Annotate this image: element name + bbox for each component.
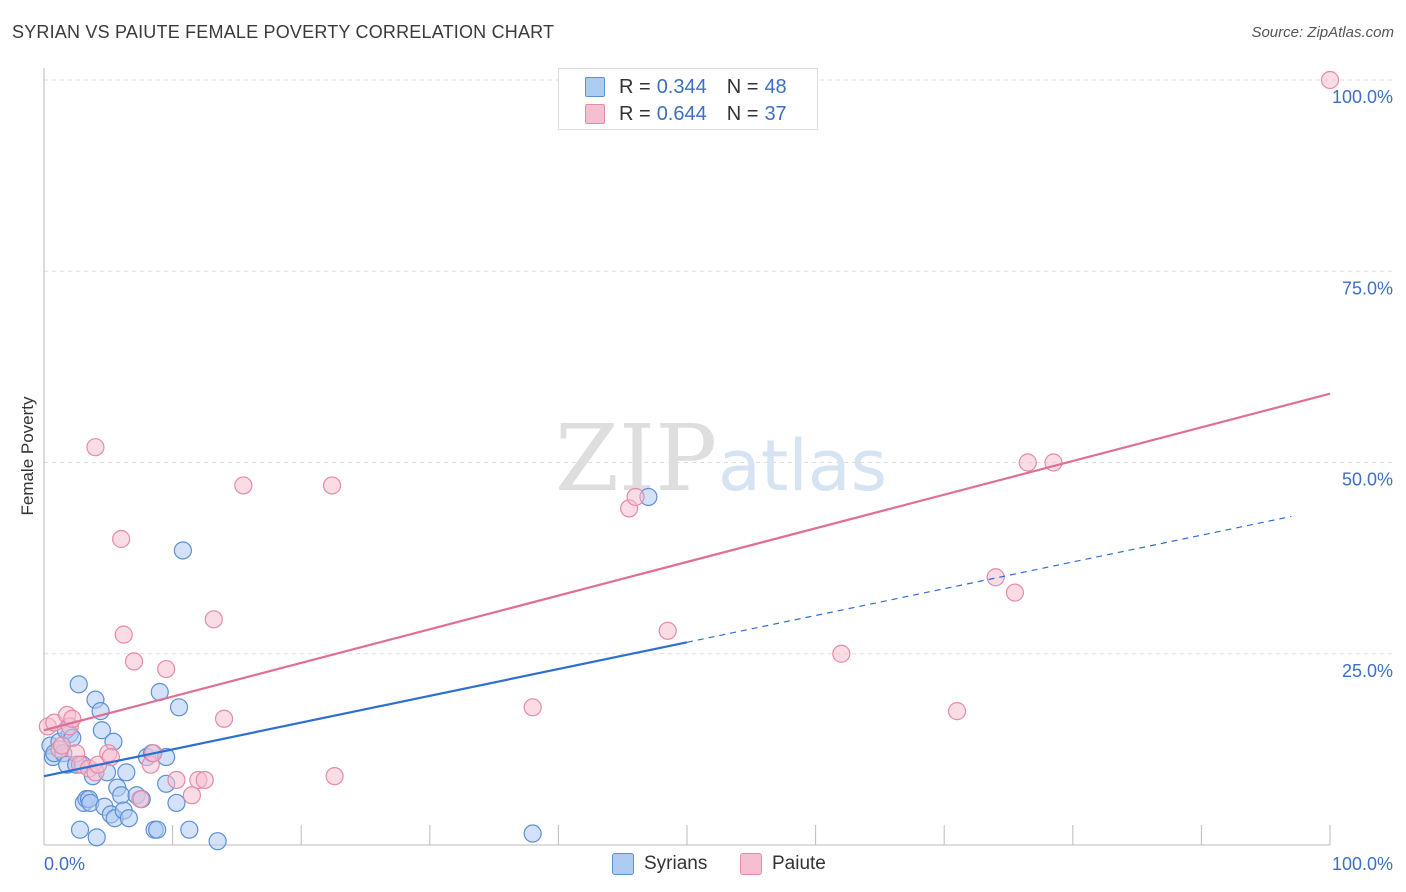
paiute-point-29: [325, 767, 344, 786]
paiute-r-value: 0.644: [656, 102, 707, 125]
data-points: [38, 70, 1340, 851]
watermark-atlas: atlas: [718, 425, 887, 507]
syrians-n-label: N =: [726, 75, 759, 98]
syrians-r-value: 0.344: [656, 75, 707, 98]
grid-lines: [44, 79, 1395, 655]
syrians-point-44: [180, 820, 199, 839]
paiute-point-15: [114, 625, 133, 644]
paiute-point-3: [52, 736, 72, 755]
syrians-swatch: [585, 77, 605, 97]
paiute-point-24: [195, 770, 214, 790]
paiute-point-41: [86, 438, 105, 457]
y-tick-label-50: 50.0%: [1342, 470, 1393, 490]
paiute-point-21: [167, 770, 186, 790]
source-label: Source: ZipAtlas.com: [1251, 24, 1394, 41]
y-tick-label-25: 25.0%: [1342, 661, 1393, 681]
paiute-legend-label: Paiute: [772, 853, 826, 874]
syrians-point-31: [119, 809, 138, 828]
syrians-point-41: [167, 793, 186, 813]
syrians-point-30: [117, 763, 136, 782]
paiute-point-28: [322, 476, 342, 495]
y-tick-label-75: 75.0%: [1342, 278, 1393, 298]
tick-labels: 25.0% 50.0% 75.0% 100.0% 0.0% 100.0%: [44, 87, 1393, 874]
axes: [43, 68, 1331, 846]
syrians-point-10: [69, 675, 88, 694]
legend-row-syrians: R = 0.344 N = 48: [585, 75, 787, 99]
paiute-n-value: 37: [764, 102, 787, 125]
syrians-legend-label: Syrians: [644, 853, 708, 874]
paiute-n-label: N =: [726, 102, 759, 125]
legend-row-paiute: R = 0.644 N = 37: [585, 102, 787, 126]
paiute-point-33: [658, 621, 677, 640]
paiute-point-14: [112, 529, 131, 549]
y-tick-label-100: 100.0%: [1332, 87, 1393, 107]
paiute-trend-line: [43, 392, 1331, 732]
paiute-point-30: [523, 698, 542, 717]
paiute-point-32: [626, 487, 645, 507]
syrians-point-21: [92, 721, 111, 740]
paiute-point-36: [986, 568, 1005, 587]
paiute-legend-swatch: [740, 853, 762, 875]
paiute-point-35: [947, 702, 967, 721]
syrians-point-19: [87, 828, 106, 847]
syrians-r-label: R =: [619, 75, 651, 98]
syrians-point-11: [70, 820, 90, 839]
syrians-point-37: [148, 820, 167, 839]
x-tick-label-0: 0.0%: [44, 854, 85, 874]
paiute-swatch: [585, 104, 605, 124]
bottom-legend-syrians: Syrians: [612, 852, 707, 876]
paiute-point-37: [1005, 583, 1025, 602]
paiute-point-38: [1018, 453, 1037, 472]
syrians-trend-extension: [686, 515, 1292, 643]
paiute-point-25: [204, 610, 223, 629]
paiute-point-22: [182, 786, 201, 805]
paiute-point-26: [214, 709, 234, 728]
correlation-legend: R = 0.344 N = 48 R = 0.644 N = 37: [558, 68, 818, 130]
bottom-legend-paiute: Paiute: [740, 852, 826, 876]
syrians-point-42: [169, 698, 189, 717]
syrians-point-43: [173, 541, 192, 560]
syrians-point-45: [208, 832, 227, 851]
paiute-point-40: [1320, 70, 1340, 90]
paiute-point-20: [157, 659, 176, 679]
paiute-r-label: R =: [619, 102, 651, 125]
watermark: ZIP atlas: [555, 405, 887, 512]
syrians-n-value: 48: [764, 75, 787, 98]
paiute-point-16: [124, 652, 144, 671]
syrians-trend-line: [43, 641, 688, 778]
syrians-legend-swatch: [612, 853, 634, 875]
paiute-point-34: [832, 644, 851, 663]
paiute-point-17: [131, 789, 150, 809]
paiute-point-27: [234, 476, 253, 495]
x-tick-label-100: 100.0%: [1332, 854, 1393, 874]
trend-lines: [43, 392, 1331, 778]
syrians-point-28: [112, 786, 131, 805]
syrians-point-46: [523, 824, 542, 843]
chart-title: SYRIAN VS PAIUTE FEMALE POVERTY CORRELAT…: [12, 22, 555, 42]
